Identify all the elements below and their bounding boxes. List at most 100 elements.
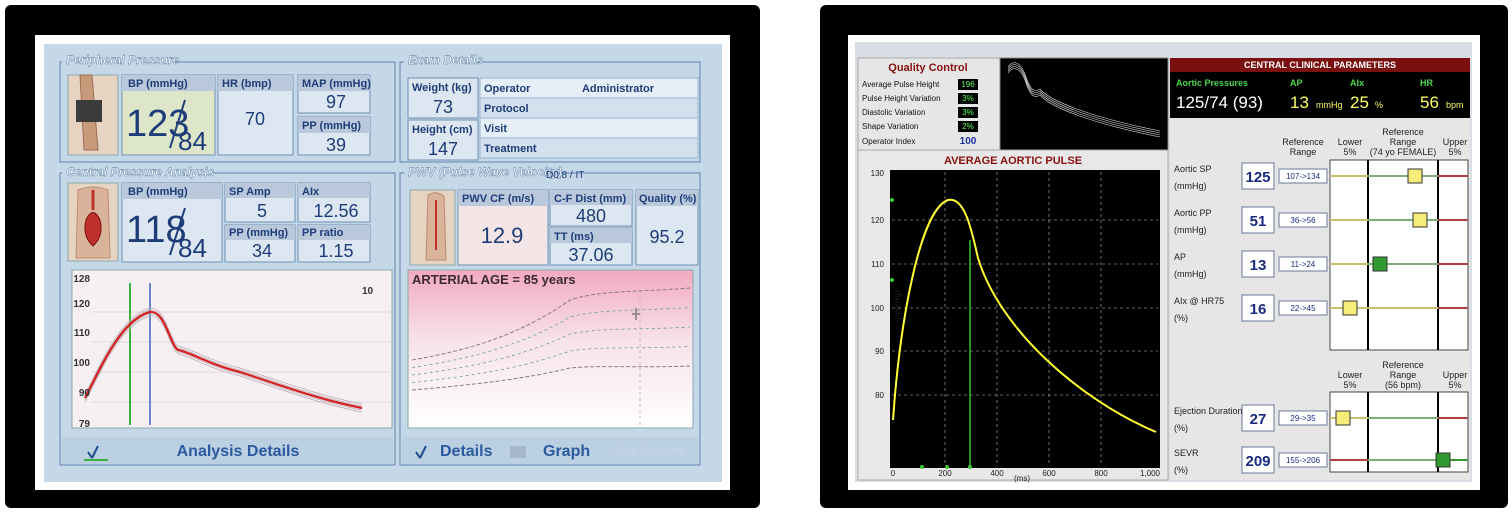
column-header: Range [1390, 137, 1417, 147]
label: PP ratio [302, 227, 344, 239]
quality-label: Pulse Height Variation [862, 94, 941, 103]
header-label: HR [1420, 78, 1433, 88]
analysis-details-button[interactable]: Analysis Details [177, 443, 300, 460]
row-range: 36->56 [1290, 216, 1316, 225]
value: 70 [245, 109, 265, 129]
cuff [76, 100, 102, 122]
row-label: AIx @ HR75 [1174, 296, 1224, 306]
value: 39 [326, 135, 346, 155]
column-header: Reference [1282, 137, 1324, 147]
panel-title: AVERAGE AORTIC PULSE [944, 155, 1082, 167]
scene: Peripheral PressureBP (mmHg)12384HR (bmp… [0, 0, 1512, 513]
group-title: Central Pressure Analysis [66, 165, 215, 179]
value: 84 [178, 233, 207, 263]
row-label: AP [1174, 252, 1186, 262]
column-header: (56 bpm) [1385, 380, 1421, 390]
y-tick-label: 80 [875, 391, 884, 400]
x-tick-label: 1,000 [1140, 469, 1161, 478]
label: HR (bmp) [222, 78, 272, 90]
range-marker [1373, 257, 1387, 271]
label: SP Amp [229, 186, 271, 198]
header-value: 125/74 (93) [1176, 93, 1263, 112]
row-value: 51 [1250, 213, 1267, 230]
chart-note: 10 [362, 286, 374, 297]
row-range: 107->134 [1286, 172, 1321, 181]
marker-dot [890, 278, 894, 282]
value: 84 [178, 126, 207, 156]
row-value: 209 [1245, 453, 1270, 470]
quality-value: 2% [962, 122, 974, 131]
x-tick-label: 200 [938, 469, 952, 478]
row-unit: (%) [1174, 423, 1188, 433]
value: 95.2 [649, 227, 684, 247]
column-header: Reference [1382, 360, 1424, 370]
range-marker [1336, 411, 1350, 425]
label: BP (mmHg) [128, 186, 188, 198]
row-label: SEVR [1174, 448, 1199, 458]
label: Height (cm) [412, 124, 473, 136]
x-tick-label: 800 [1094, 469, 1108, 478]
y-tick-label: 90 [79, 388, 91, 399]
header-unit: bpm [1446, 100, 1464, 110]
column-header: Upper [1443, 137, 1468, 147]
quality-label: Diastolic Variation [862, 108, 925, 117]
value: 5 [257, 201, 267, 221]
row-range: 155->206 [1286, 456, 1321, 465]
row-range: 29->35 [1290, 414, 1316, 423]
page: { "left_screen": { "peripheral_pressure"… [0, 0, 1512, 513]
column-header: 5% [1343, 147, 1356, 157]
details-button[interactable]: Details [440, 443, 493, 460]
quality-value: 3% [962, 108, 974, 117]
header-label: AP [1290, 78, 1303, 88]
x-tick-label: 600 [1042, 469, 1056, 478]
row-label: Aortic PP [1174, 208, 1212, 218]
field-label: Visit [484, 123, 507, 135]
quality-value: 100 [960, 136, 977, 147]
y-tick-label: 120 [73, 299, 90, 310]
column-header: Lower [1338, 370, 1363, 380]
header-value: 13 [1290, 93, 1309, 112]
field-label: Treatment [484, 143, 537, 155]
value: 480 [576, 206, 606, 226]
column-header: 5% [1343, 380, 1356, 390]
label: PP (mmHg) [229, 227, 288, 239]
panel-title: CENTRAL CLINICAL PARAMETERS [1244, 60, 1396, 70]
label: PWV CF (m/s) [462, 193, 534, 205]
graph-button[interactable]: Graph [543, 443, 590, 460]
column-header: Range [1390, 370, 1417, 380]
label: TT (ms) [554, 231, 594, 243]
field-row [480, 118, 698, 138]
y-tick-label: 120 [871, 216, 885, 225]
x-axis-label: (ms) [1014, 474, 1030, 483]
marker-dot [890, 198, 894, 202]
y-tick-label: 90 [875, 347, 884, 356]
label: C-F Dist (mm) [554, 193, 626, 205]
field-label: Operator [484, 83, 531, 95]
value: 97 [326, 92, 346, 112]
x-tick-label: 0 [891, 469, 896, 478]
quality-label: Shape Variation [862, 122, 918, 131]
y-tick-label: 110 [871, 260, 884, 269]
quality-value: 196 [961, 80, 975, 89]
row-unit: (mmHg) [1174, 181, 1207, 191]
marker-dot [920, 465, 924, 469]
y-tick-label: 110 [74, 328, 91, 339]
label: PP (mmHg) [302, 120, 361, 132]
pulse-plot [890, 170, 1160, 468]
y-axis-label: (mmHg) [893, 290, 902, 319]
graph-icon [510, 446, 526, 458]
column-header: 5% [1448, 147, 1461, 157]
header-label: Aortic Pressures [1176, 78, 1248, 88]
arterial-age-plot [408, 270, 693, 428]
label: BP (mmHg) [128, 78, 188, 90]
group-title: PWV (Pulse Wave Velocity) [408, 165, 562, 179]
range-marker [1408, 169, 1422, 183]
header-value: 56 [1420, 93, 1439, 112]
quality-label: Average Pulse Height [862, 80, 940, 89]
group-title: Peripheral Pressure [66, 53, 180, 67]
range-marker [1413, 213, 1427, 227]
value: 37.06 [568, 245, 613, 265]
row-range: 11->24 [1291, 260, 1316, 269]
label: Weight (kg) [412, 82, 472, 94]
segments-button[interactable]: Other Segments [612, 446, 685, 457]
